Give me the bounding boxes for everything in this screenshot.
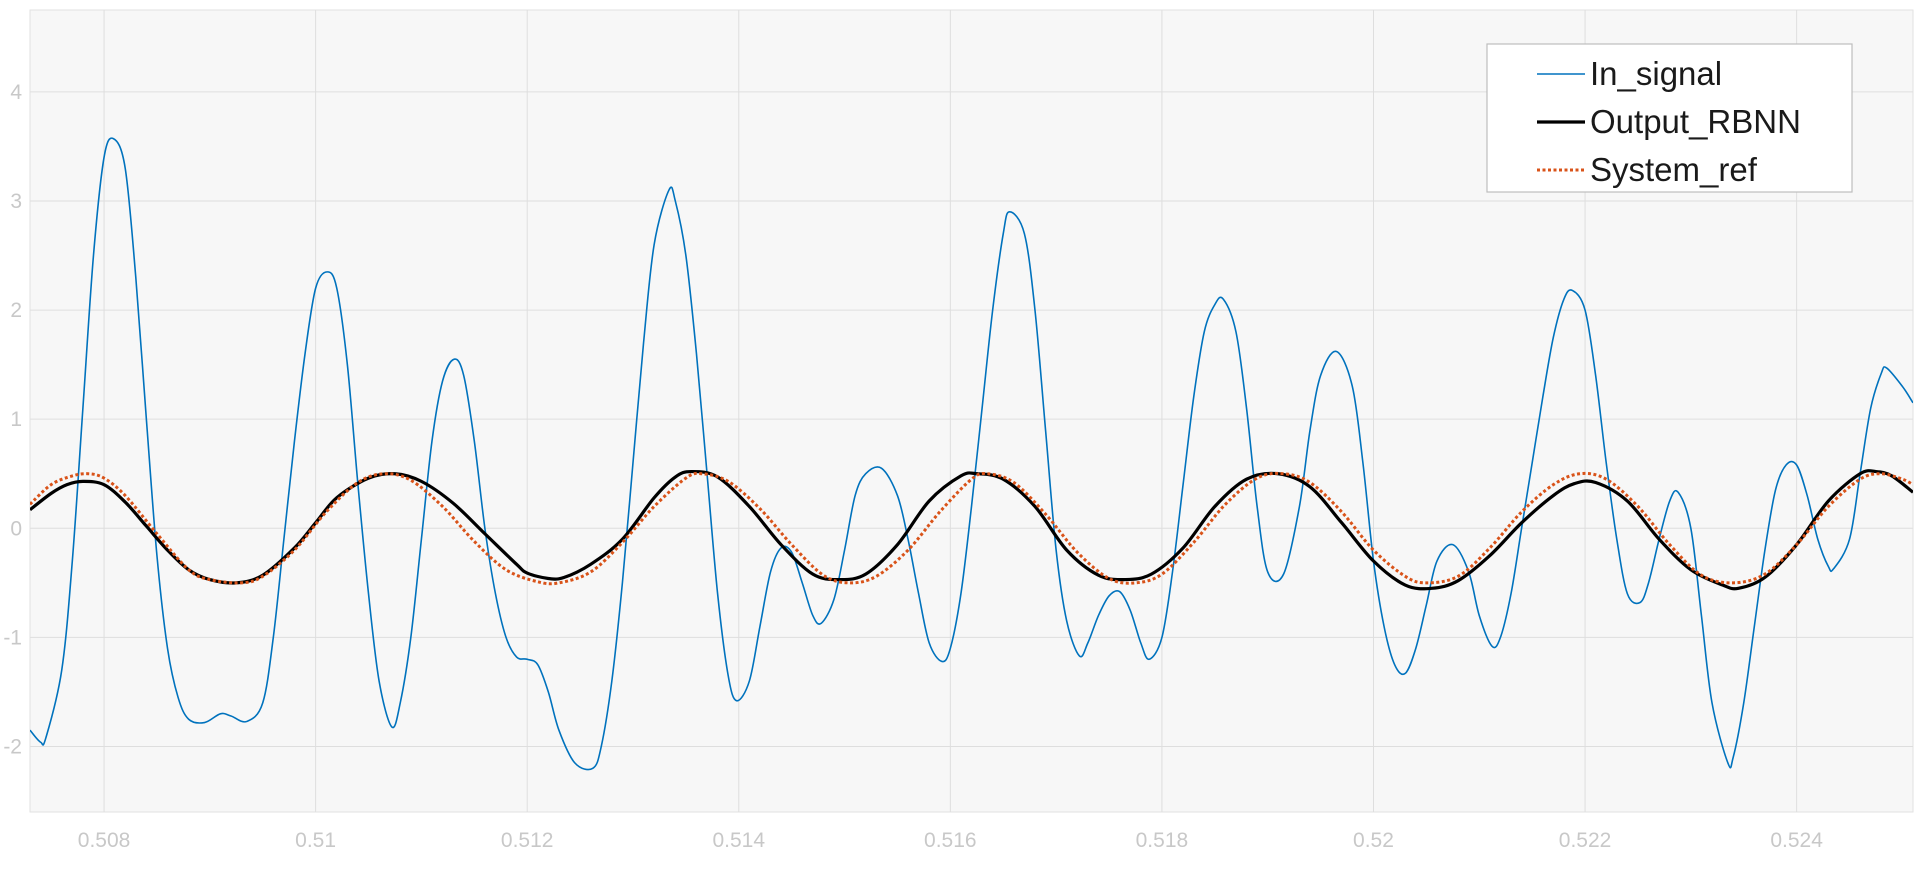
x-tick-label: 0.518: [1136, 829, 1189, 852]
x-tick-label: 0.522: [1559, 829, 1612, 852]
x-tick-label: 0.51: [295, 829, 336, 852]
y-tick-label: 1: [10, 408, 22, 431]
legend: In_signal Output_RBNN System_ref: [1486, 43, 1853, 193]
legend-label: System_ref: [1590, 151, 1758, 188]
x-tick-label: 0.52: [1353, 829, 1394, 852]
series-lines: [30, 137, 1913, 771]
x-tick-label: 0.508: [78, 829, 131, 852]
x-tick-label: 0.512: [501, 829, 554, 852]
legend-label: Output_RBNN: [1590, 103, 1801, 140]
legend-box: [1486, 43, 1853, 193]
y-tick-label: 4: [10, 81, 22, 104]
legend-label: In_signal: [1590, 55, 1722, 92]
series-line-output-rbnn: [30, 469, 1913, 591]
y-tick-labels: -2 -1 0 1 2 3 4: [3, 81, 22, 759]
x-tick-label: 0.524: [1770, 829, 1823, 852]
y-tick-label: -1: [3, 626, 22, 649]
x-tick-label: 0.516: [924, 829, 977, 852]
series-line-system-ref: [30, 471, 1913, 586]
x-tick-label: 0.514: [712, 829, 765, 852]
y-tick-label: -2: [3, 736, 22, 759]
x-tick-labels: 0.508 0.51 0.512 0.514 0.516 0.518 0.52 0.522 0.…: [78, 829, 1823, 852]
y-tick-label: 3: [10, 190, 22, 213]
series-line-in-signal: [30, 137, 1913, 771]
y-tick-label: 0: [10, 517, 22, 540]
y-tick-label: 2: [10, 299, 22, 322]
